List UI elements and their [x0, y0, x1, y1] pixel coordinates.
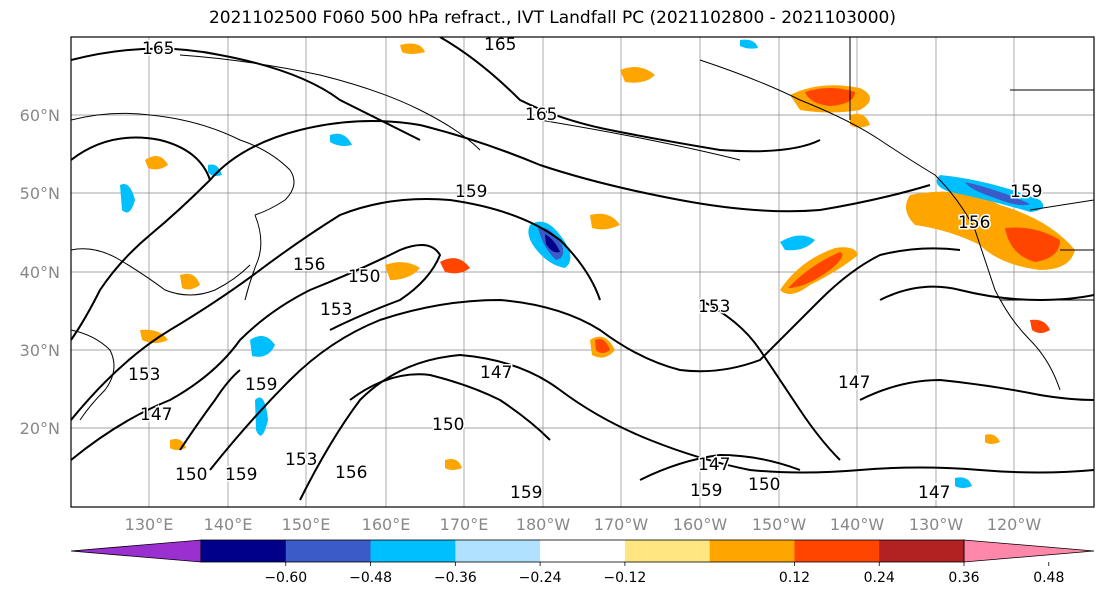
contour-label: 156	[958, 213, 990, 233]
contour-label: 159	[225, 465, 257, 485]
contour-label: 147	[918, 483, 950, 503]
contour-label: 159	[455, 182, 487, 202]
contour-label: 159	[510, 483, 542, 503]
contour-label: 153	[698, 297, 730, 317]
colorbar-tick-label: −0.60	[264, 570, 307, 586]
contour-label: 156	[293, 255, 325, 275]
lat-label: 40°N	[20, 263, 60, 282]
lat-label: 20°N	[20, 419, 60, 438]
colorbar-segment	[285, 540, 372, 562]
colorbar-extend-max	[963, 539, 1095, 563]
colorbar: −0.60 −0.48 −0.36 −0.24 −0.12 0.12 0.24 0.36 0.4…	[70, 539, 1095, 586]
map-body: 165 165 165 159 159 156 156 150 153 153 …	[71, 35, 1094, 507]
lat-label: 30°N	[20, 341, 60, 360]
contours	[71, 37, 1094, 501]
contour-label: 150	[348, 267, 380, 287]
colorbar-extend-min	[70, 539, 202, 563]
contour-label: 150	[175, 465, 207, 485]
colorbar-tick-label: −0.24	[519, 570, 562, 586]
colorbar-segment	[201, 540, 287, 562]
lon-label: 180°W	[516, 515, 571, 534]
lon-label: 160°W	[673, 515, 728, 534]
lon-label: 170°W	[594, 515, 649, 534]
map-title: 2021102500 F060 500 hPa refract., IVT La…	[208, 8, 896, 28]
contour-labels: 165 165 165 159 159 156 156 150 153 153 …	[127, 35, 1044, 505]
colorbar-tick-label: 0.48	[1033, 570, 1064, 586]
shaded-field	[120, 39, 1075, 488]
contour-label: 165	[525, 105, 557, 125]
longitude-labels: 130°E 140°E 150°E 160°E 170°E 180°W 170°…	[125, 515, 1042, 534]
colorbar-segment	[624, 540, 711, 562]
colorbar-segment	[455, 540, 541, 562]
contour-label: 147	[140, 405, 172, 425]
contour-label: 165	[142, 39, 174, 59]
lon-label: 140°E	[204, 515, 253, 534]
contour-label: 150	[748, 475, 780, 495]
lon-label: 150°E	[282, 515, 331, 534]
graticule	[71, 37, 1094, 507]
contour-label: 153	[128, 365, 160, 385]
contour-label: 147	[838, 373, 870, 393]
latitude-labels: 60°N 50°N 40°N 30°N 20°N	[20, 106, 60, 438]
colorbar-segment	[794, 540, 880, 562]
colorbar-tick-label: −0.36	[434, 570, 477, 586]
lon-label: 120°W	[987, 515, 1042, 534]
colorbar-segment	[879, 540, 965, 562]
contour-label: 159	[690, 481, 722, 501]
colorbar-segment	[370, 540, 456, 562]
lon-label: 170°E	[440, 515, 489, 534]
lon-label: 160°E	[362, 515, 411, 534]
contour-label: 153	[285, 450, 317, 470]
lon-label: 150°W	[752, 515, 807, 534]
colorbar-segment	[709, 540, 795, 562]
lon-label: 130°E	[125, 515, 174, 534]
colorbar-tick-label: 0.36	[948, 570, 979, 586]
lon-label: 130°W	[909, 515, 964, 534]
contour-label: 159	[1010, 182, 1042, 202]
map-frame	[70, 36, 1095, 508]
colorbar-tick-label: −0.12	[603, 570, 646, 586]
lon-label: 140°W	[830, 515, 885, 534]
lat-label: 60°N	[20, 106, 60, 125]
contour-label: 159	[245, 375, 277, 395]
contour-label: 147	[480, 363, 512, 383]
contour-label: 150	[432, 415, 464, 435]
contour-label: 165	[484, 35, 516, 55]
contour-label: 153	[320, 300, 352, 320]
contour-label: 156	[335, 463, 367, 483]
lat-label: 50°N	[20, 184, 60, 203]
colorbar-tick-label: 0.12	[779, 570, 810, 586]
colorbar-segment	[540, 540, 626, 562]
colorbar-frame	[200, 539, 965, 563]
colorbar-tick-label: −0.48	[349, 570, 392, 586]
contour-label: 147	[698, 455, 730, 475]
colorbar-tick-label: 0.24	[864, 570, 895, 586]
